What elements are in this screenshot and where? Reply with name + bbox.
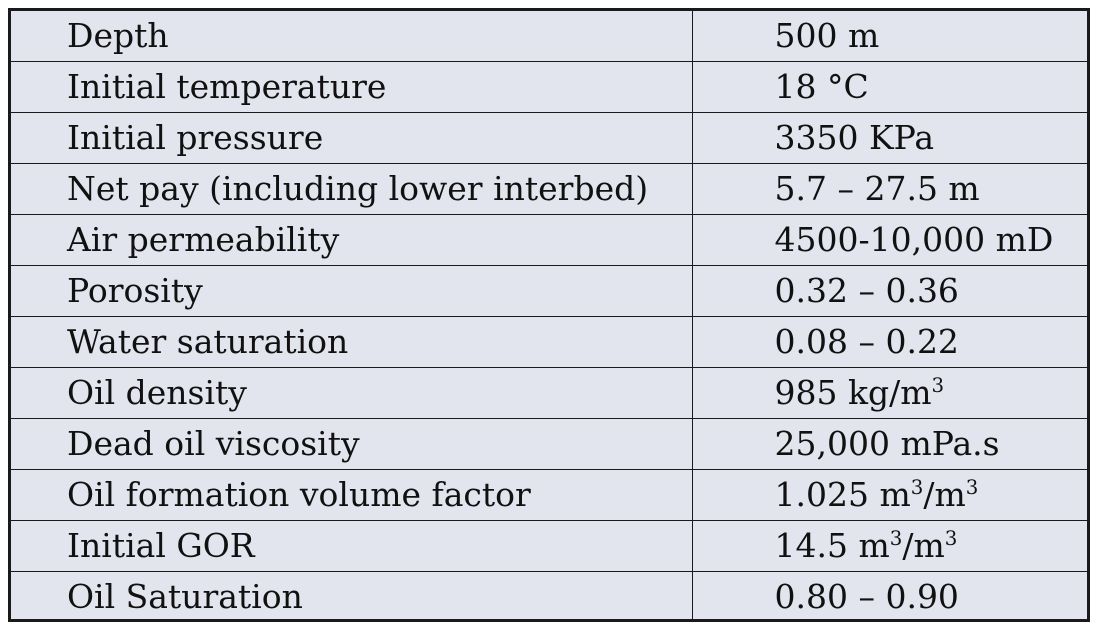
table-row: Dead oil viscosity 25,000 mPa.s: [11, 418, 1087, 470]
property-label: Porosity: [11, 265, 693, 317]
superscript: 3: [910, 476, 924, 499]
properties-table-frame: Depth 500 m Initial temperature 18 °C In…: [8, 8, 1090, 622]
table-row: Oil formation volume factor 1.025 m3/m3: [11, 469, 1087, 521]
property-value: 0.80 – 0.90: [691, 571, 1087, 622]
table-row: Oil Saturation 0.80 – 0.90: [11, 571, 1087, 622]
property-label: Air permeability: [11, 214, 693, 266]
property-label: Depth: [11, 11, 693, 62]
table-row: Initial temperature 18 °C: [11, 61, 1087, 113]
property-label: Initial pressure: [11, 112, 693, 164]
superscript: 3: [889, 527, 903, 550]
property-value: 0.08 – 0.22: [691, 316, 1087, 368]
property-label: Oil Saturation: [11, 571, 693, 622]
superscript: 3: [931, 374, 945, 397]
property-value: 1.025 m3/m3: [691, 469, 1087, 521]
property-value: 3350 KPa: [691, 112, 1087, 164]
property-label: Oil formation volume factor: [11, 469, 693, 521]
property-value: 0.32 – 0.36: [691, 265, 1087, 317]
reservoir-properties-table: Depth 500 m Initial temperature 18 °C In…: [11, 11, 1087, 622]
property-value: 18 °C: [691, 61, 1087, 113]
superscript: 3: [965, 476, 979, 499]
property-label: Net pay (including lower interbed): [11, 163, 693, 215]
table-row: Porosity 0.32 – 0.36: [11, 265, 1087, 317]
table-row: Initial pressure 3350 KPa: [11, 112, 1087, 164]
property-value: 500 m: [691, 11, 1087, 62]
property-value: 14.5 m3/m3: [691, 520, 1087, 572]
property-label: Oil density: [11, 367, 693, 419]
superscript: 3: [944, 527, 958, 550]
property-value: 4500-10,000 mD: [691, 214, 1087, 266]
table-row: Net pay (including lower interbed) 5.7 –…: [11, 163, 1087, 215]
table-row: Initial GOR 14.5 m3/m3: [11, 520, 1087, 572]
table-row: Oil density 985 kg/m3: [11, 367, 1087, 419]
table-row: Depth 500 m: [11, 11, 1087, 62]
property-label: Dead oil viscosity: [11, 418, 693, 470]
property-label: Water saturation: [11, 316, 693, 368]
table-row: Water saturation 0.08 – 0.22: [11, 316, 1087, 368]
property-label: Initial temperature: [11, 61, 693, 113]
property-value: 25,000 mPa.s: [691, 418, 1087, 470]
property-value: 5.7 – 27.5 m: [691, 163, 1087, 215]
table-row: Air permeability 4500-10,000 mD: [11, 214, 1087, 266]
property-label: Initial GOR: [11, 520, 693, 572]
property-value: 985 kg/m3: [691, 367, 1087, 419]
